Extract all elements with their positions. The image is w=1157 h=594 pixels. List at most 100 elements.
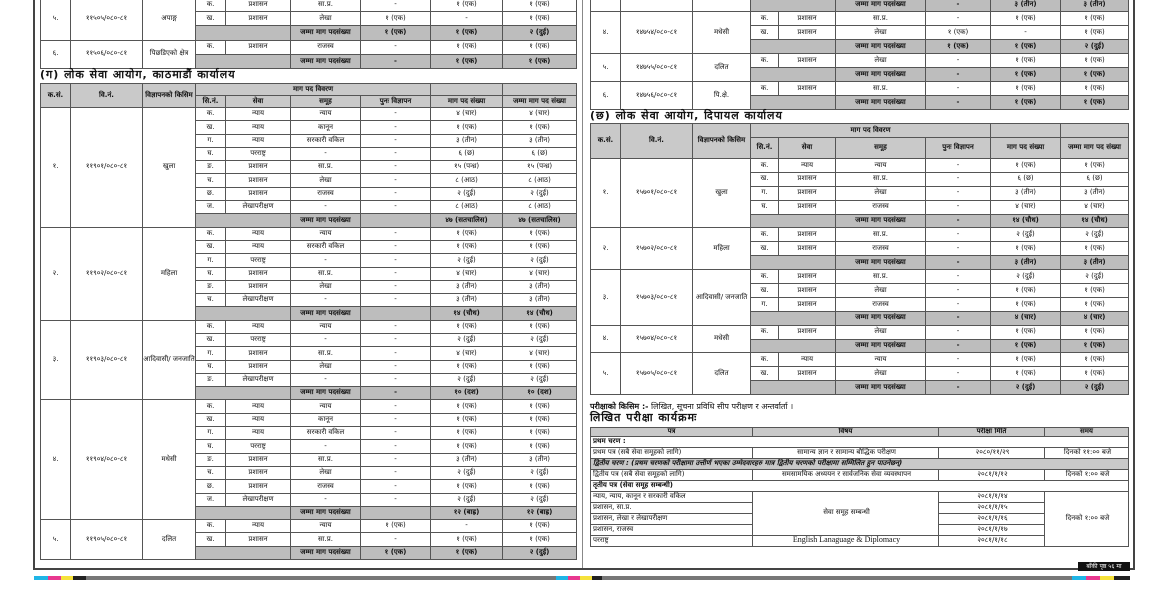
advertisement-number: ११९०३/०८०-८१ (70, 319, 143, 401)
table-row: २. १५७०२/०८०-८१ महिला क. प्रशासन सा.प्र. -२ (द… (590, 227, 1130, 271)
sub-number: ङ. (195, 279, 226, 295)
header-samuh: समूह (290, 94, 361, 108)
re-advertisement: - (359, 492, 432, 507)
group: कानून (290, 412, 361, 428)
page-border-bottom (33, 568, 1135, 570)
demand-posts: १ (एक) (430, 319, 504, 334)
re-advertisement: - (359, 160, 432, 175)
total-blank (195, 545, 291, 561)
exam-header: परीक्षा मिति (938, 427, 1045, 437)
table-row: च. प्रशासन लेखा -८ (आठ) ८ (आठ) (41, 173, 578, 188)
total-re-advertisement: - (925, 67, 991, 82)
registration-color-bar (592, 576, 602, 580)
total-re-advertisement: - (924, 310, 992, 326)
sub-number: क. (195, 39, 226, 55)
total-blank (750, 0, 836, 12)
header-blank (1060, 123, 1130, 138)
re-advertisement: - (924, 241, 992, 257)
total-label: जम्मा माग पदसंख्या (835, 255, 926, 271)
demand-posts: ३ (तीन) (990, 185, 1062, 201)
re-advertisement: - (359, 293, 432, 308)
total-posts: १ (एक) (502, 239, 578, 255)
advertisement-number: ११९०२/०८०-८१ (70, 226, 143, 321)
exam-date: २०८१/१/१६ (938, 512, 1045, 525)
header-maag: माग पद संख्या (990, 137, 1062, 159)
service: प्रशासन (778, 269, 836, 285)
header-detail: माग पद विवरण (749, 123, 992, 138)
re-advertisement: - (924, 158, 992, 173)
group: राजस्व (835, 241, 926, 257)
table-row: ४. ११९०४/०८०-८१ मधेसी क. न्याय न्याय -१ (एक) १ … (40, 399, 578, 521)
advertisement-type: महिला (692, 227, 751, 271)
total-demand: १ (एक) (430, 53, 503, 69)
header-jamma: जम्मा माग पद संख्या (502, 94, 578, 108)
demand-posts: २ (दुई) (990, 269, 1062, 285)
total-demand: १४ (चौध) (990, 213, 1062, 229)
total-label: जम्मा माग पदसंख्या (290, 25, 361, 41)
sub-number: ग. (750, 296, 779, 312)
total-posts: २ (दुई) (502, 492, 578, 507)
advertisement-type: खुला (142, 106, 196, 228)
serial-number: ३. (40, 319, 71, 401)
service: प्रशासन (225, 11, 291, 27)
sub-number: ख. (195, 120, 226, 135)
demand-posts: १ (एक) (430, 120, 504, 135)
group: - (290, 372, 361, 388)
table-row: ख. प्रशासन लेखा -१ (एक) १ (एक) (591, 283, 1130, 298)
service: न्याय (225, 239, 291, 255)
exam-time: दिनको १:०० बजे (1044, 468, 1129, 481)
column-divider (582, 0, 583, 568)
header-jamma: जम्मा माग पद संख्या (1060, 137, 1130, 159)
re-advertisement: - (359, 173, 432, 188)
total-posts: १ (एक) (502, 519, 578, 534)
subject: सेवा समूह सम्बन्धी (752, 490, 939, 536)
demand-posts: ३ (तीन) (430, 133, 504, 148)
total-posts: ३ (तीन) (1060, 0, 1129, 12)
service: प्रशासन (778, 171, 836, 187)
group: - (290, 293, 361, 308)
service: प्रशासन (225, 465, 291, 481)
total-demand: १२ (बाह्र) (430, 505, 504, 521)
total-label: जम्मा माग पदसंख्या (835, 67, 926, 82)
total-posts: ३ (तीन) (1060, 255, 1130, 271)
table-row: ज. लेखापरीक्षण - -२ (दुई) २ (दुई) (41, 492, 578, 507)
re-advertisement: - (359, 412, 432, 428)
exam-date: २०८१/१/१४ (938, 490, 1045, 503)
group: न्याय (290, 319, 361, 334)
header-puna: पुनः विज्ञापन (359, 94, 432, 108)
service: प्रशासन (225, 186, 291, 202)
re-advertisement: - (359, 279, 432, 295)
group: लेखा (290, 359, 361, 374)
header-row: क.सं. वि.नं. विज्ञापनको किसिम माग पद विवरण (590, 123, 1130, 159)
re-advertisement: - (924, 324, 992, 340)
total-row: जम्मा माग पदसंख्या -३ (तीन) ३ (तीन) (590, 0, 1129, 12)
advertisement-number: १४७५६/०८०-८१ (620, 81, 693, 110)
re-advertisement: - (359, 532, 432, 547)
demand-posts: ३ (तीन) (430, 279, 504, 295)
total-posts: ६ (छ) (1060, 171, 1130, 187)
total-blank (195, 213, 291, 228)
table-row: ६. १४७५६/०८०-८१ पि.क्षे. क. प्रशासन सा.प्र. -१… (590, 81, 1129, 110)
demand-posts: १ (एक) (430, 426, 504, 441)
total-posts: १ (एक) (1060, 11, 1129, 26)
demand-posts: १ (एक) (430, 479, 504, 494)
advertisement-number: १५७०१/०८०-८१ (620, 157, 693, 229)
header-vn: वि.नं. (70, 82, 143, 108)
phase-label: द्वितीय चरण : (प्रथम चरणको परीक्षामा उत्… (590, 457, 1129, 470)
registration-color-bar (1086, 576, 1100, 580)
header-maag: माग पद संख्या (430, 94, 504, 108)
service: प्रशासन (225, 532, 291, 547)
group: न्याय (290, 226, 361, 241)
total-label: जम्मा माग पदसंख्या (290, 53, 361, 69)
page-border-left (33, 0, 35, 570)
service: प्रशासन (225, 0, 291, 13)
group: सा.प्र. (835, 227, 926, 243)
total-demand: १ (एक) (430, 25, 503, 41)
header-type: विज्ञापनको किसिम (692, 123, 751, 159)
vacancy-table: क.सं. वि.नं. विज्ञापनको किसिम माग पद विवरण स… (590, 123, 1130, 396)
re-advertisement: - (360, 0, 431, 13)
service: लेखापरीक्षण (225, 200, 291, 215)
subject: समसामयिक अध्ययन र सार्वजनिक सेवा व्यवस्थ… (752, 468, 939, 481)
re-advertisement: - (359, 332, 432, 348)
demand-posts: - (990, 25, 1061, 40)
